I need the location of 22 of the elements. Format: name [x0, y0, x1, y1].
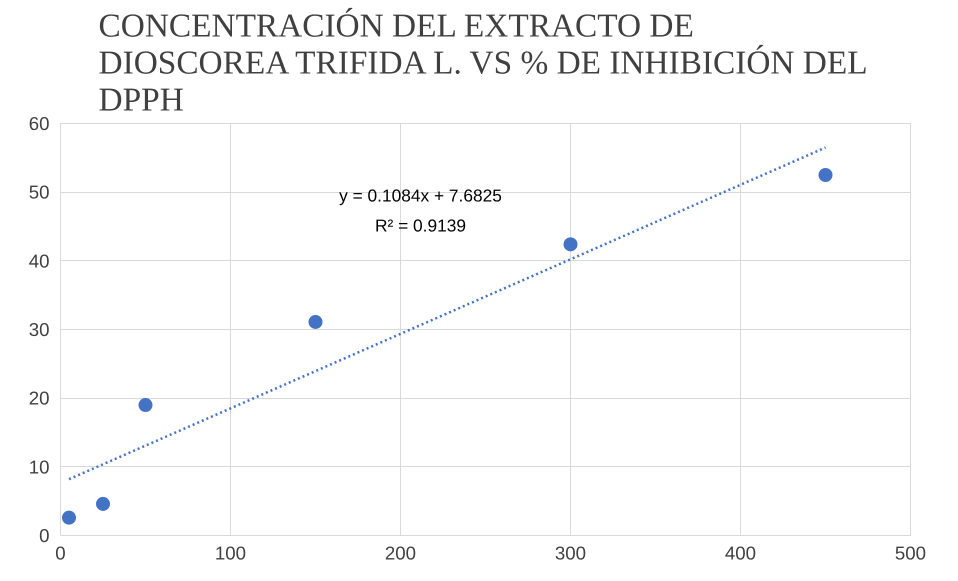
x-tick-label: 200 — [384, 542, 416, 564]
point — [564, 237, 578, 252]
y-tick-label: 40 — [28, 250, 50, 272]
x-tick-label: 100 — [214, 542, 246, 564]
y-tick-label: 20 — [28, 388, 50, 409]
x-tick-label: 400 — [724, 542, 756, 564]
chart-title: CONCENTRACIÓN DEL EXTRACTO DE DIOSCOREA TRIFIDA L. VS % DE INHIBICIÓN DEL DPPH — [98, 8, 868, 118]
annotation: y = 0.1084x + 7.6825 — [339, 186, 502, 206]
y-tick-label: 60 — [28, 113, 50, 134]
y-tick-label: 30 — [28, 319, 50, 340]
y-tick-label: 10 — [28, 456, 50, 478]
x-tick-label: 300 — [554, 542, 586, 564]
x-tick-label: 500 — [894, 542, 926, 564]
point — [138, 398, 152, 412]
point — [62, 510, 76, 525]
annotation: R² = 0.9139 — [374, 216, 466, 236]
y-tick-label: 50 — [28, 182, 50, 203]
point — [96, 496, 110, 511]
x-tick-label: 0 — [55, 542, 66, 564]
point — [308, 314, 322, 329]
y-tick-label: 0 — [39, 525, 50, 546]
point — [818, 168, 832, 182]
